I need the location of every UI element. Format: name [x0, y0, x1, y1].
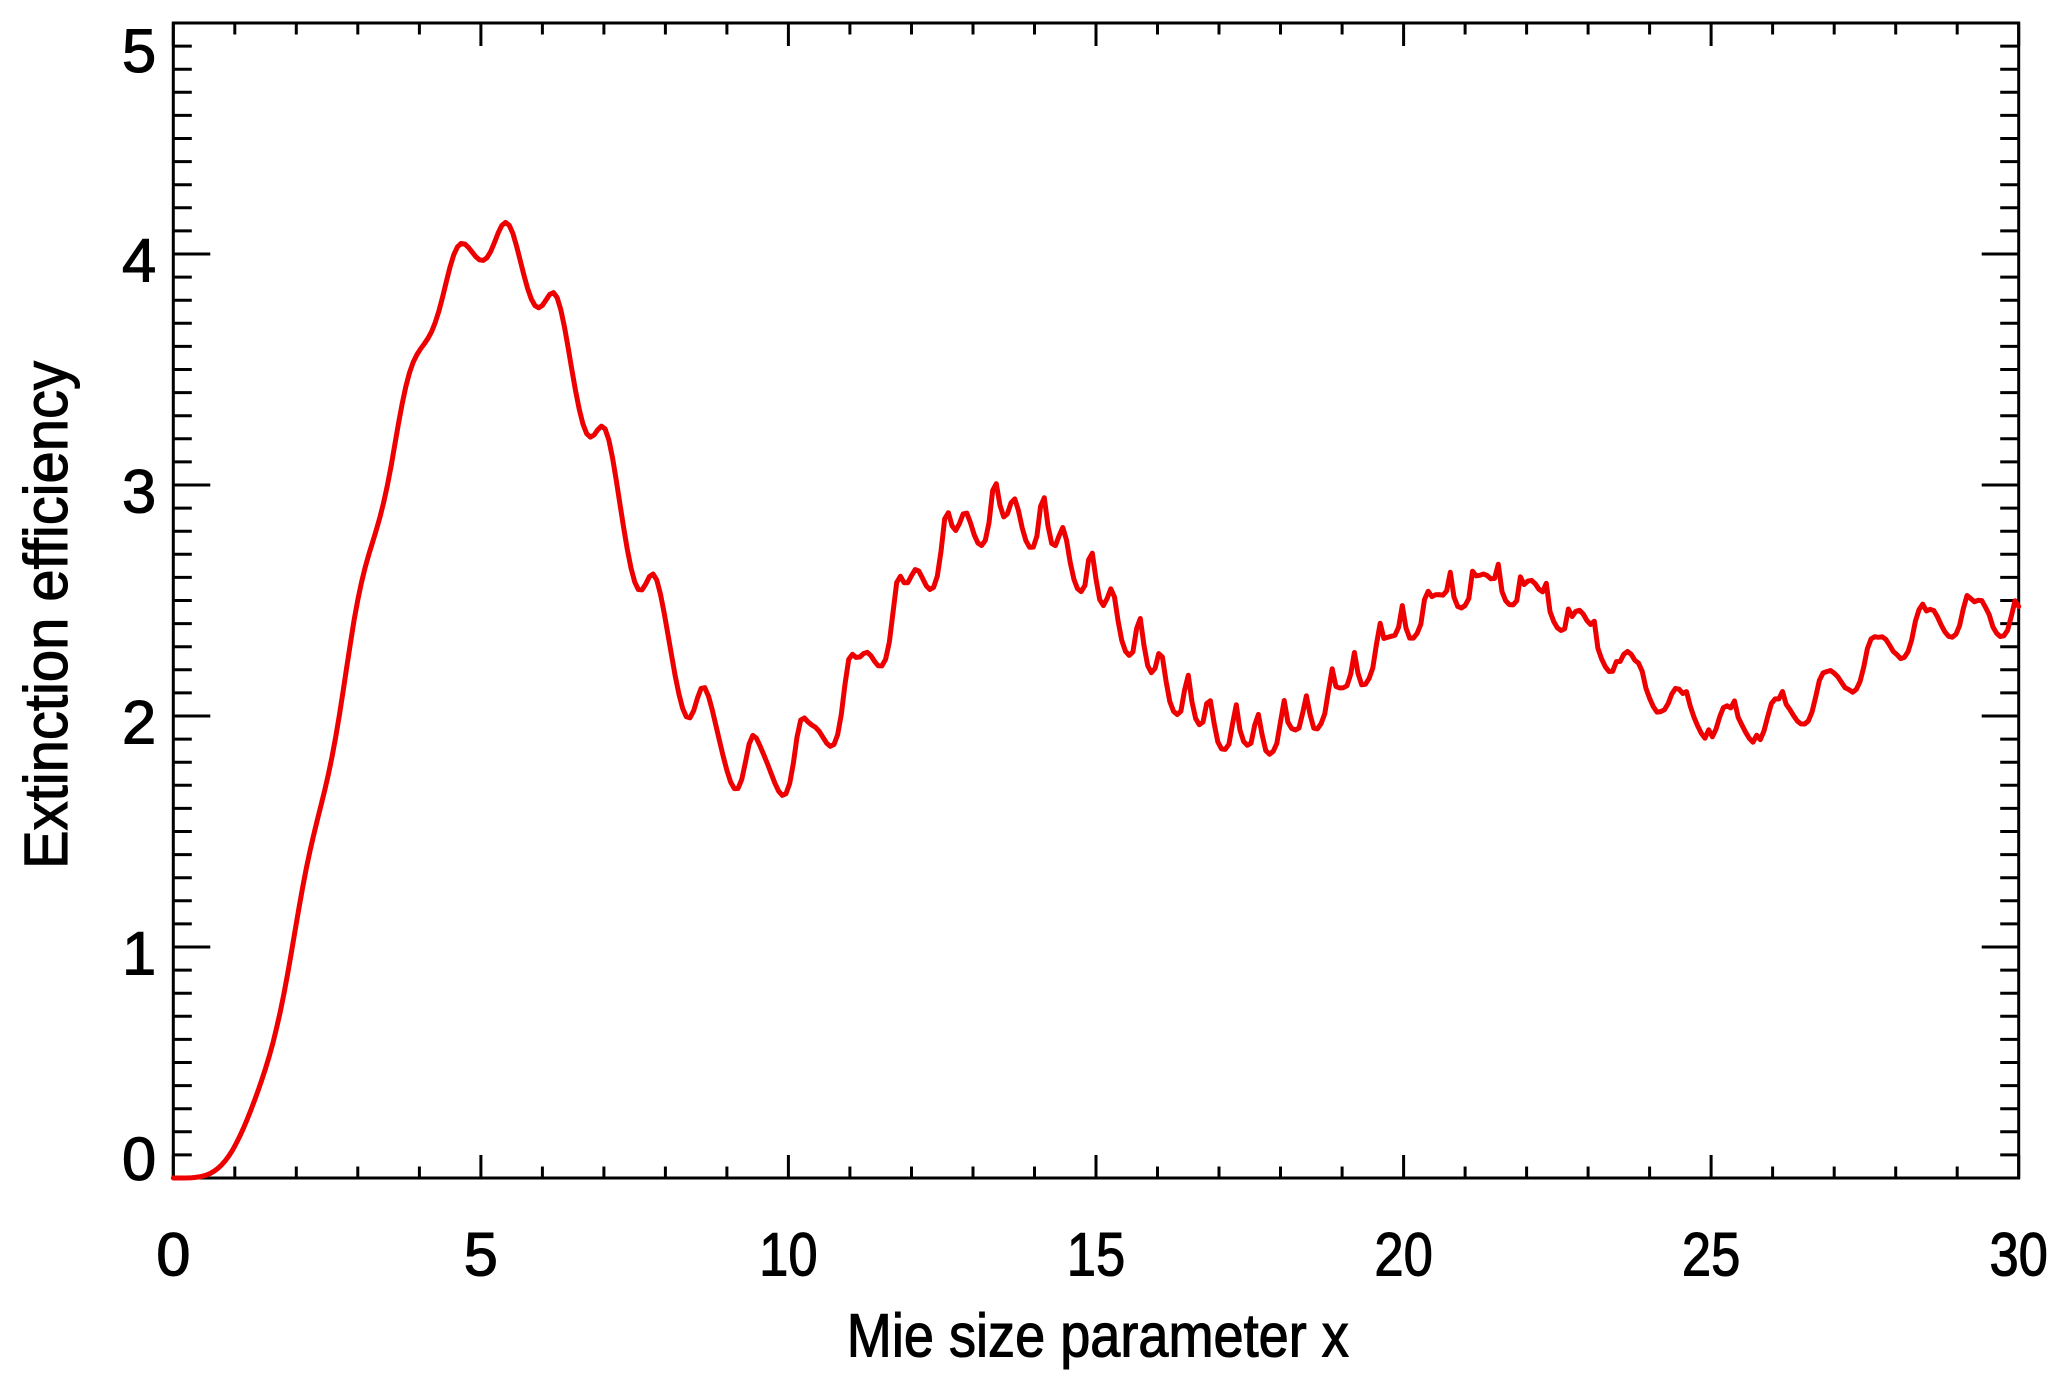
- svg-text:20: 20: [1374, 1220, 1433, 1289]
- svg-text:Extinction efficiency: Extinction efficiency: [12, 361, 81, 869]
- svg-text:15: 15: [1067, 1220, 1126, 1289]
- svg-text:5: 5: [122, 17, 156, 86]
- svg-text:5: 5: [464, 1220, 498, 1289]
- svg-text:Mie size parameter x: Mie size parameter x: [847, 1302, 1349, 1371]
- svg-text:1: 1: [122, 919, 156, 988]
- svg-text:30: 30: [1989, 1220, 2048, 1289]
- svg-text:3: 3: [122, 457, 156, 526]
- svg-text:25: 25: [1682, 1220, 1741, 1289]
- svg-text:4: 4: [122, 226, 156, 295]
- svg-text:0: 0: [156, 1220, 190, 1289]
- svg-text:10: 10: [759, 1220, 818, 1289]
- svg-text:0: 0: [122, 1125, 156, 1194]
- svg-text:2: 2: [122, 688, 156, 757]
